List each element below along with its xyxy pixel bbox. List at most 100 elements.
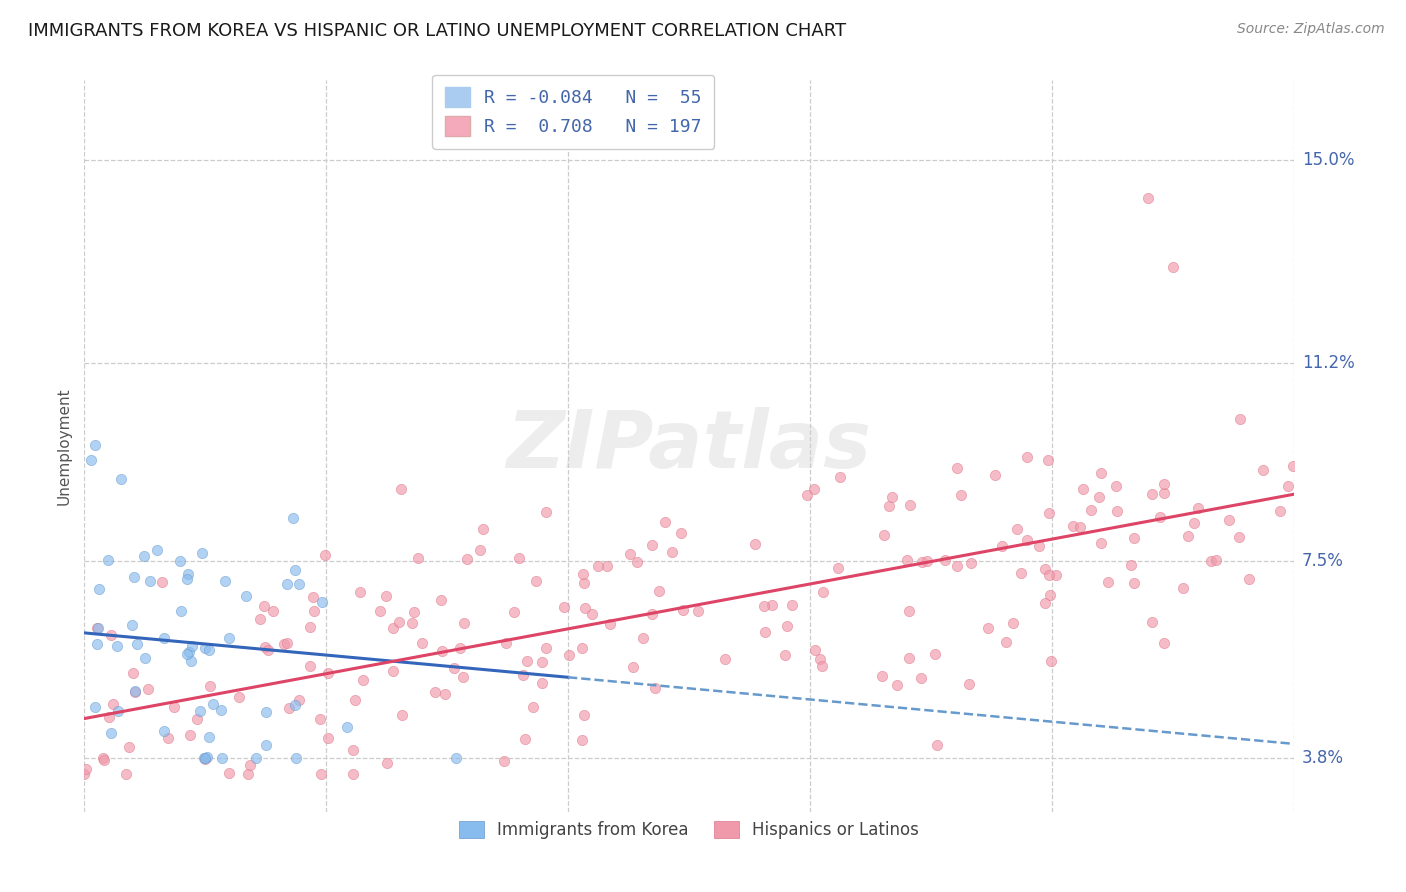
Point xyxy=(170,604,193,618)
Point xyxy=(406,550,429,565)
Point xyxy=(1045,568,1067,582)
Point xyxy=(811,584,834,599)
Point xyxy=(1033,596,1056,610)
Point xyxy=(754,625,776,640)
Point xyxy=(374,589,396,603)
Point xyxy=(200,679,222,693)
Point xyxy=(180,655,202,669)
Point xyxy=(1069,520,1091,534)
Point xyxy=(176,647,198,661)
Point xyxy=(124,683,146,698)
Point xyxy=(503,606,526,620)
Point xyxy=(194,751,217,765)
Point xyxy=(86,621,108,635)
Point xyxy=(284,698,307,713)
Point xyxy=(495,636,517,650)
Point xyxy=(471,522,494,536)
Point xyxy=(163,700,186,714)
Point xyxy=(254,738,277,752)
Point xyxy=(273,637,295,651)
Point xyxy=(508,551,530,566)
Point xyxy=(83,699,105,714)
Point xyxy=(796,487,818,501)
Point xyxy=(302,604,325,618)
Point xyxy=(254,705,277,719)
Point xyxy=(877,499,900,513)
Point xyxy=(530,655,553,669)
Point xyxy=(644,681,666,696)
Point xyxy=(714,652,737,666)
Point xyxy=(1227,530,1250,544)
Point xyxy=(127,636,149,650)
Point xyxy=(468,543,491,558)
Point xyxy=(640,538,662,552)
Point xyxy=(828,470,851,484)
Point xyxy=(873,528,896,542)
Point xyxy=(898,650,921,665)
Point xyxy=(1182,516,1205,531)
Point xyxy=(1153,477,1175,491)
Point xyxy=(121,618,143,632)
Point xyxy=(927,739,949,753)
Point xyxy=(194,752,217,766)
Point xyxy=(194,640,217,655)
Point xyxy=(316,731,339,745)
Point xyxy=(389,483,412,497)
Point xyxy=(1015,533,1038,547)
Point xyxy=(512,668,534,682)
Point xyxy=(1062,519,1084,533)
Point xyxy=(773,648,796,663)
Point xyxy=(444,751,467,765)
Point xyxy=(316,666,339,681)
Point xyxy=(124,684,146,698)
Point xyxy=(896,553,918,567)
Point xyxy=(661,545,683,559)
Point xyxy=(522,700,544,714)
Point xyxy=(401,615,423,630)
Point xyxy=(336,720,359,734)
Point xyxy=(752,599,775,613)
Point xyxy=(586,558,609,573)
Point xyxy=(114,767,136,781)
Y-axis label: Unemployment: Unemployment xyxy=(56,387,72,505)
Point xyxy=(177,566,200,581)
Point xyxy=(917,554,939,568)
Point xyxy=(299,659,322,673)
Point xyxy=(1028,539,1050,553)
Text: 11.2%: 11.2% xyxy=(1302,354,1354,372)
Text: 15.0%: 15.0% xyxy=(1302,152,1354,169)
Point xyxy=(959,557,981,571)
Point xyxy=(218,631,240,645)
Point xyxy=(75,762,97,776)
Point xyxy=(100,726,122,740)
Point xyxy=(1038,568,1060,582)
Point xyxy=(122,569,145,583)
Point xyxy=(1105,478,1128,492)
Point xyxy=(1173,581,1195,595)
Point xyxy=(381,621,404,635)
Point xyxy=(134,651,156,665)
Point xyxy=(87,582,110,596)
Point xyxy=(984,468,1007,483)
Text: ZIPatlas: ZIPatlas xyxy=(506,407,872,485)
Point xyxy=(1122,531,1144,545)
Point xyxy=(516,654,538,668)
Point xyxy=(276,576,298,591)
Point xyxy=(105,640,128,654)
Point xyxy=(262,604,284,618)
Point xyxy=(994,634,1017,648)
Point xyxy=(283,511,305,525)
Point xyxy=(1017,450,1039,464)
Point xyxy=(1205,553,1227,567)
Point xyxy=(93,753,115,767)
Point xyxy=(132,549,155,563)
Point xyxy=(945,460,967,475)
Point xyxy=(343,693,366,707)
Point xyxy=(1142,487,1164,501)
Point xyxy=(191,546,214,560)
Point xyxy=(86,636,108,650)
Point xyxy=(880,490,903,504)
Point xyxy=(198,643,221,657)
Point xyxy=(239,758,262,772)
Point xyxy=(152,724,174,739)
